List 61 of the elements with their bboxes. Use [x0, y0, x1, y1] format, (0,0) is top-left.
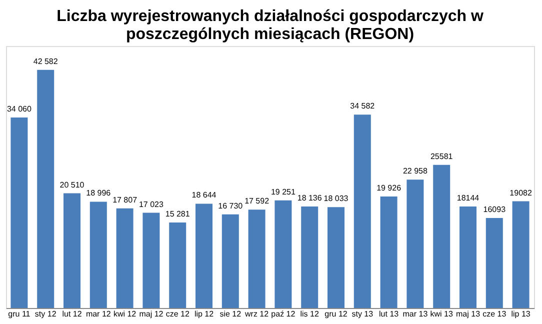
data-label: 19 251	[270, 187, 296, 196]
x-tick-label: kwi 12	[113, 310, 137, 318]
x-tick-label: sty 13	[352, 310, 374, 318]
x-tick-label: cze 13	[482, 310, 507, 318]
x-tick-label: mar 12	[86, 310, 112, 318]
bar	[37, 70, 54, 308]
x-tick-label: gru 11	[8, 310, 31, 318]
x-tick-label: paź 12	[271, 310, 296, 318]
bar	[274, 200, 292, 308]
bar	[169, 222, 186, 308]
bar	[116, 208, 134, 308]
x-tick-label: cze 12	[166, 310, 190, 318]
x-tick-label: lis 12	[300, 310, 320, 318]
data-label: 18 644	[192, 190, 217, 200]
data-label: 34 582	[350, 102, 376, 111]
x-tick-label: maj 13	[456, 310, 481, 318]
data-label: 16 730	[218, 201, 244, 210]
bar	[486, 218, 503, 308]
bar	[512, 201, 530, 308]
data-label: 18 136	[297, 194, 322, 203]
bar	[142, 212, 160, 308]
data-label: 17 807	[112, 195, 138, 204]
x-tick-label: lip 13	[511, 310, 531, 318]
bar	[328, 207, 344, 308]
bar	[64, 193, 80, 308]
data-label: 17 023	[138, 200, 164, 209]
x-tick-label: lut 13	[379, 310, 400, 318]
data-label: 22 958	[402, 166, 428, 176]
bar	[90, 202, 107, 308]
bar	[380, 196, 398, 308]
bar	[222, 214, 239, 308]
data-label: 15 281	[165, 210, 190, 219]
data-label: 19 926	[376, 184, 402, 193]
bar	[460, 206, 476, 308]
data-label: 20 510	[60, 180, 85, 190]
x-tick-label: lut 12	[62, 310, 82, 318]
data-label: 18 996	[86, 188, 112, 198]
data-label: 34 060	[6, 104, 32, 114]
data-label: 19082	[510, 188, 532, 198]
data-label: 18144	[456, 194, 480, 203]
bar	[301, 206, 318, 308]
data-label: 16093	[483, 204, 506, 214]
x-tick-label: sie 12	[220, 310, 242, 318]
x-tick-label: maj 12	[139, 310, 164, 318]
data-label: 18 033	[324, 194, 349, 204]
bar	[248, 210, 266, 308]
x-tick-label: lip 12	[194, 310, 214, 318]
x-tick-label: sty 12	[34, 310, 57, 318]
data-label: 42 582	[33, 56, 58, 66]
x-tick-label: gru 12	[324, 310, 348, 318]
bar	[406, 180, 424, 308]
x-tick-label: kwi 13	[430, 310, 454, 318]
bar	[196, 204, 212, 308]
bar	[354, 114, 371, 308]
bar	[10, 117, 28, 308]
data-label: 25581	[430, 152, 454, 161]
x-tick-label: wrz 12	[244, 310, 270, 318]
data-label: 17 592	[244, 196, 270, 206]
bar	[433, 164, 450, 308]
chart-title: Liczba wyrejestrowanych działalności gospodarczych w poszczególnych miesiącach (REGON)	[56, 8, 484, 43]
x-tick-label: mar 13	[402, 310, 428, 318]
